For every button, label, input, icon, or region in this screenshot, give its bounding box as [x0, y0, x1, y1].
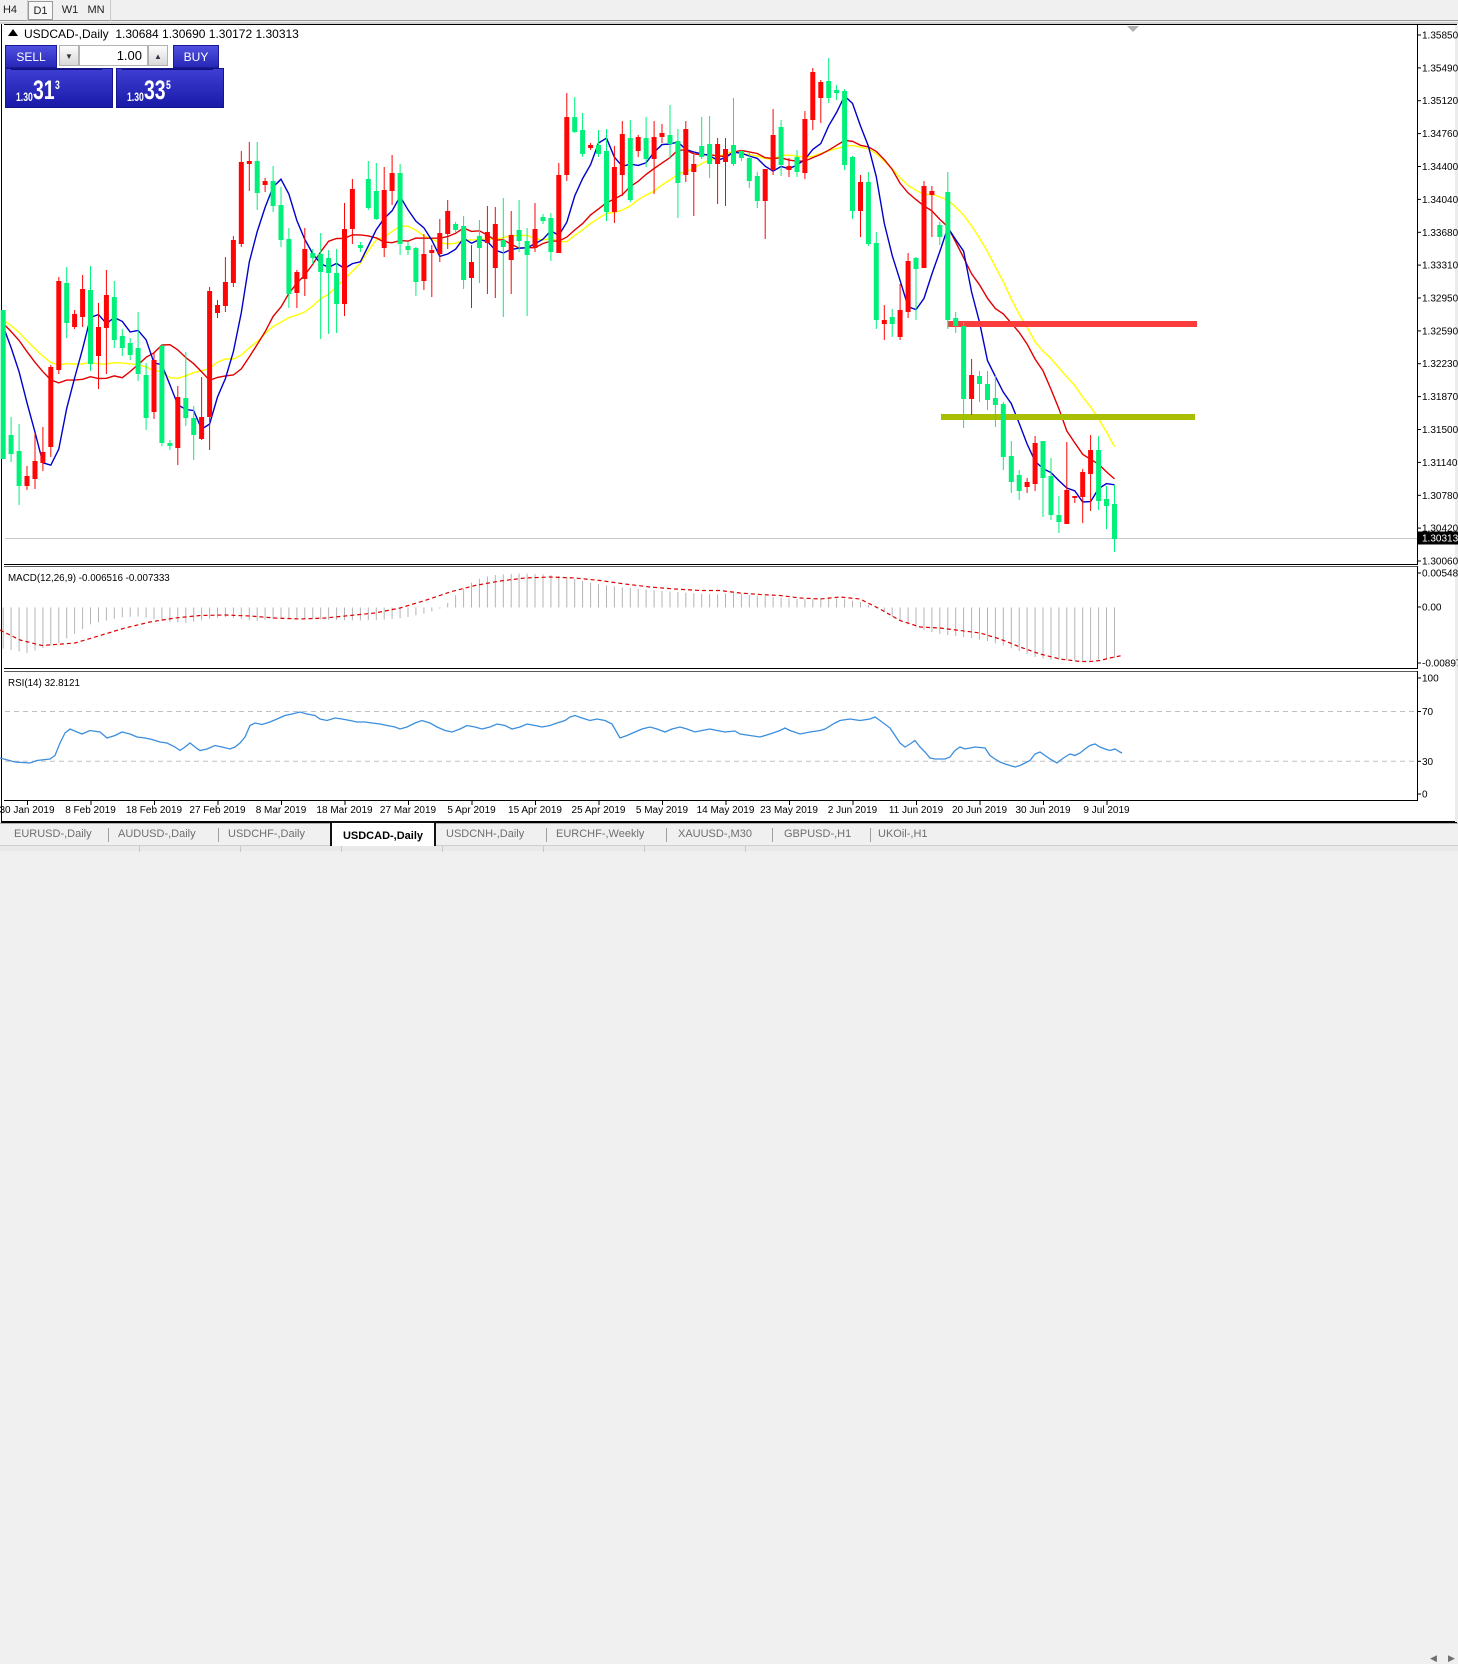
svg-text:USDCAD-,Daily 1.30684 1.30690: USDCAD-,Daily 1.30684 1.30690 1.30172 1.… — [24, 27, 299, 41]
svg-text:1.30060: 1.30060 — [1422, 557, 1458, 568]
svg-text:1.34400: 1.34400 — [1422, 162, 1458, 173]
svg-text:15 Apr 2019: 15 Apr 2019 — [508, 805, 562, 816]
svg-text:2 Jun 2019: 2 Jun 2019 — [828, 805, 878, 816]
svg-text:25 Apr 2019: 25 Apr 2019 — [572, 805, 626, 816]
svg-text:18 Mar 2019: 18 Mar 2019 — [316, 805, 373, 816]
svg-text:0.00: 0.00 — [1422, 603, 1442, 614]
svg-text:1.32230: 1.32230 — [1422, 359, 1458, 370]
svg-text:1.35850: 1.35850 — [1422, 31, 1458, 42]
svg-text:8 Feb 2019: 8 Feb 2019 — [65, 805, 116, 816]
svg-text:30 Jan 2019: 30 Jan 2019 — [0, 805, 55, 816]
svg-text:5 May 2019: 5 May 2019 — [636, 805, 689, 816]
svg-text:11 Jun 2019: 11 Jun 2019 — [889, 805, 944, 816]
svg-text:MACD(12,26,9) -0.006516 -0.007: MACD(12,26,9) -0.006516 -0.007333 — [8, 573, 170, 584]
svg-text:20 Jun 2019: 20 Jun 2019 — [952, 805, 1007, 816]
svg-text:30: 30 — [1422, 757, 1434, 768]
svg-text:1.32950: 1.32950 — [1422, 294, 1458, 305]
svg-text:0: 0 — [1422, 790, 1428, 801]
svg-text:1.34760: 1.34760 — [1422, 129, 1458, 140]
svg-text:1.30780: 1.30780 — [1422, 491, 1458, 502]
svg-text:1.33310: 1.33310 — [1422, 261, 1458, 272]
svg-text:1.30420: 1.30420 — [1422, 524, 1458, 535]
svg-text:27 Mar 2019: 27 Mar 2019 — [380, 805, 437, 816]
svg-text:14 May 2019: 14 May 2019 — [697, 805, 755, 816]
svg-text:18 Feb 2019: 18 Feb 2019 — [126, 805, 183, 816]
svg-text:27 Feb 2019: 27 Feb 2019 — [189, 805, 246, 816]
svg-text:1.33680: 1.33680 — [1422, 228, 1458, 239]
svg-text:1.31870: 1.31870 — [1422, 392, 1458, 403]
svg-text:RSI(14) 32.8121: RSI(14) 32.8121 — [8, 678, 80, 689]
svg-text:70: 70 — [1422, 707, 1434, 718]
svg-text:23 May 2019: 23 May 2019 — [760, 805, 818, 816]
svg-text:100: 100 — [1422, 674, 1439, 685]
svg-text:1.31500: 1.31500 — [1422, 425, 1458, 436]
svg-text:1.31140: 1.31140 — [1422, 458, 1458, 469]
svg-text:1.34040: 1.34040 — [1422, 195, 1458, 206]
svg-text:1.32590: 1.32590 — [1422, 326, 1458, 337]
svg-text:1.30313: 1.30313 — [1422, 534, 1458, 545]
svg-text:0.005484: 0.005484 — [1422, 569, 1458, 580]
svg-text:1.35120: 1.35120 — [1422, 96, 1458, 107]
svg-text:30 Jun 2019: 30 Jun 2019 — [1015, 805, 1070, 816]
svg-text:8 Mar 2019: 8 Mar 2019 — [256, 805, 307, 816]
svg-text:9 Jul 2019: 9 Jul 2019 — [1083, 805, 1130, 816]
svg-text:-0.00897: -0.00897 — [1422, 659, 1458, 670]
svg-text:5 Apr 2019: 5 Apr 2019 — [447, 805, 496, 816]
svg-text:1.35490: 1.35490 — [1422, 63, 1458, 74]
